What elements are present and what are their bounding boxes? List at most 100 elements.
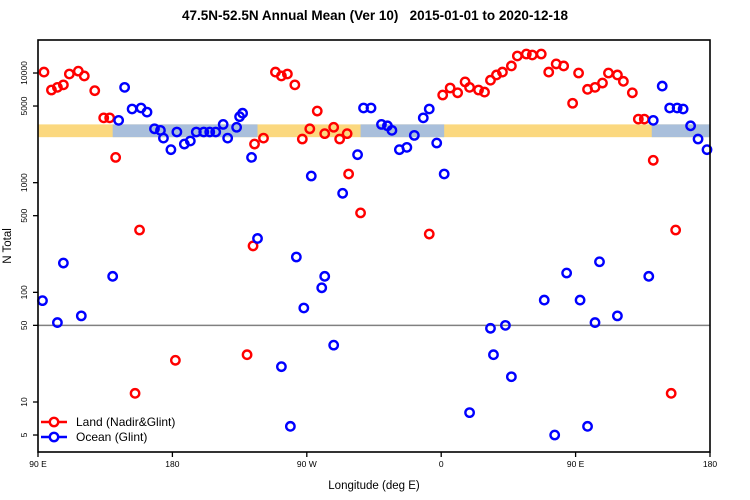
- data-point-ocean: [204, 126, 216, 138]
- data-point-ocean: [685, 120, 696, 132]
- data-point-land: [647, 154, 659, 166]
- data-point-land: [343, 168, 355, 180]
- x-axis-title: Longitude (deg E): [328, 480, 420, 492]
- data-point-ocean: [75, 310, 87, 322]
- data-point-land: [249, 138, 260, 150]
- data-point-land: [511, 50, 523, 62]
- data-point-land: [612, 69, 623, 81]
- data-point-land: [452, 87, 464, 99]
- data-point-ocean: [290, 251, 302, 263]
- data-point-ocean: [107, 270, 119, 282]
- data-point-ocean: [647, 114, 659, 126]
- data-point-land: [355, 207, 366, 219]
- legend-label: Land (Nadir&Glint): [76, 415, 175, 429]
- data-point-ocean: [210, 126, 222, 138]
- y-tick-label: 500: [19, 208, 29, 222]
- data-point-ocean: [316, 282, 328, 294]
- plot-border: [37, 39, 711, 453]
- data-point-land: [341, 128, 353, 140]
- data-point-ocean: [561, 267, 573, 279]
- data-point-ocean: [549, 429, 561, 441]
- data-point-ocean: [505, 371, 517, 383]
- data-point-ocean: [692, 133, 704, 145]
- data-point-ocean: [165, 144, 177, 156]
- data-point-ocean: [431, 137, 443, 149]
- y-axis-title: N Total: [2, 228, 14, 264]
- data-point-ocean: [222, 132, 234, 144]
- data-point-land: [89, 85, 101, 97]
- data-point-land: [110, 152, 122, 163]
- y-tick-label: 5: [19, 432, 29, 437]
- data-point-land: [57, 79, 69, 91]
- data-point-ocean: [408, 129, 420, 141]
- data-point-ocean: [352, 149, 363, 161]
- data-point-land: [423, 228, 435, 240]
- data-point-ocean: [252, 233, 263, 244]
- data-point-land: [632, 113, 644, 125]
- y-tick-label: 50: [19, 320, 29, 330]
- y-tick-label: 1000: [19, 173, 29, 192]
- x-tick-label: 180: [703, 459, 717, 469]
- data-point-ocean: [386, 124, 398, 136]
- legend-symbol: [48, 416, 60, 428]
- data-point-land: [169, 354, 181, 366]
- data-point-land: [258, 132, 269, 144]
- data-point-land: [437, 89, 449, 101]
- data-point-ocean: [337, 187, 349, 199]
- data-point-ocean: [158, 132, 169, 144]
- data-point-ocean: [149, 123, 160, 135]
- data-point-land: [247, 240, 259, 252]
- y-tick-label: 100: [19, 285, 29, 299]
- data-point-land: [535, 48, 547, 60]
- data-point-ocean: [464, 407, 475, 419]
- data-point-land: [129, 387, 141, 399]
- data-point-ocean: [594, 256, 605, 268]
- data-point-ocean: [401, 141, 413, 153]
- data-point-ocean: [701, 144, 713, 156]
- data-point-ocean: [376, 118, 387, 130]
- data-point-ocean: [113, 114, 125, 126]
- data-point-land: [334, 133, 346, 145]
- data-point-ocean: [217, 118, 229, 130]
- data-point-land: [567, 97, 579, 109]
- legend: Land (Nadir&Glint)Ocean (Glint): [41, 415, 175, 444]
- data-point-land: [296, 133, 308, 145]
- y-tick-label: 10: [19, 397, 29, 407]
- data-point-ocean: [171, 126, 183, 138]
- data-point-ocean: [671, 102, 683, 114]
- data-point-ocean: [538, 294, 550, 306]
- x-tick-label: 0: [439, 459, 444, 469]
- data-point-land: [597, 77, 608, 89]
- data-point-land: [603, 67, 614, 79]
- data-point-land: [98, 112, 110, 124]
- data-point-land: [38, 66, 50, 78]
- data-point-ocean: [328, 339, 340, 351]
- data-point-ocean: [246, 152, 257, 163]
- mean-bands-layer: [38, 124, 710, 138]
- data-point-ocean: [119, 81, 131, 93]
- data-point-land: [78, 70, 90, 82]
- data-point-ocean: [305, 170, 317, 182]
- data-point-land: [52, 81, 63, 93]
- data-point-ocean: [423, 103, 435, 115]
- data-point-ocean: [198, 126, 210, 138]
- data-point-land: [670, 224, 682, 236]
- x-tick-label: 90 E: [567, 459, 585, 469]
- data-point-land: [473, 84, 484, 96]
- data-point-land: [573, 67, 584, 79]
- data-point-land: [319, 128, 331, 140]
- data-point-land: [241, 349, 253, 361]
- legend-label: Ocean (Glint): [76, 430, 147, 444]
- data-point-ocean: [37, 295, 48, 307]
- data-point-ocean: [488, 349, 499, 361]
- data-point-ocean: [612, 310, 623, 322]
- data-point-ocean: [365, 102, 377, 114]
- data-point-ocean: [57, 257, 69, 269]
- data-point-land: [589, 81, 601, 93]
- data-point-land: [543, 66, 555, 78]
- data-point-land: [289, 79, 301, 91]
- data-point-land: [558, 60, 570, 72]
- data-point-ocean: [500, 319, 511, 331]
